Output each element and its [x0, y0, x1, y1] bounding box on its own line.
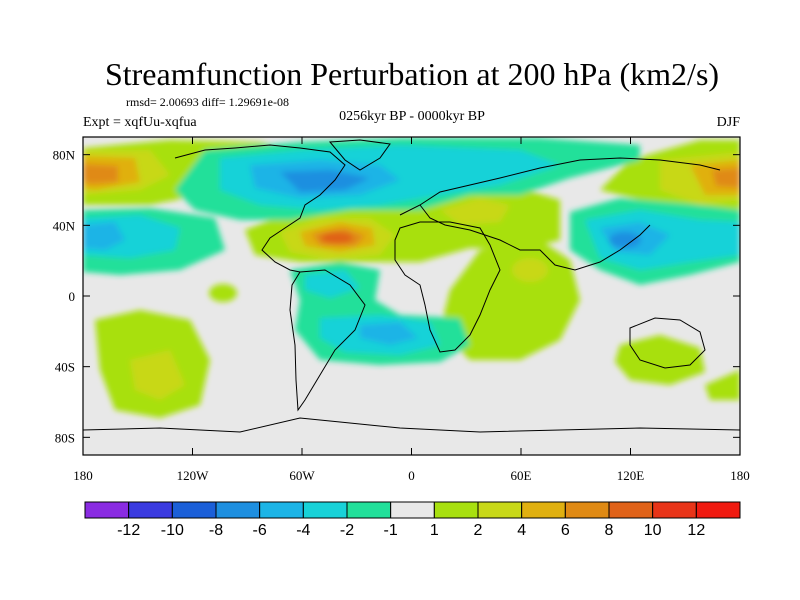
- colorbar-level-label: -1: [384, 522, 398, 539]
- colorbar-swatch: [652, 501, 697, 519]
- contour-pos-1: [615, 335, 705, 385]
- x-tick-label: 120E: [617, 468, 645, 483]
- colorbar-swatch: [302, 501, 348, 519]
- coastline-australia: [629, 317, 706, 369]
- colorbar-level-label: -8: [209, 522, 223, 539]
- colorbar-swatch: [390, 501, 435, 519]
- y-axis: 80N 40N 0 40S 80S: [53, 148, 740, 445]
- x-tick-label: 60E: [511, 468, 532, 483]
- colorbar-swatch: [477, 501, 523, 519]
- colorbar-level-label: 10: [644, 522, 662, 539]
- y-tick-label: 0: [69, 289, 76, 304]
- colorbar-level-label: -10: [161, 522, 184, 539]
- stats-line: rmsd= 2.00693 diff= 1.29691e-08: [126, 95, 289, 109]
- contour-neg-4: [360, 322, 418, 345]
- contour-pos-1: [209, 284, 237, 302]
- x-axis: 180 120W 60W 0 60E 120E 180: [73, 137, 750, 483]
- contour-neg-6: [280, 170, 370, 192]
- contour-neg-6: [609, 232, 641, 248]
- colorbar-level-label: -2: [340, 522, 354, 539]
- colorbar-swatch: [346, 501, 392, 519]
- colorbar-swatch: [521, 501, 566, 519]
- map-plot-area: [83, 137, 740, 455]
- colorbar: -12 -10 -8 -6 -4 -2 -1 1 2 4 6 8 10 12: [84, 501, 741, 539]
- colorbar-level-label: -4: [296, 522, 310, 539]
- colorbar-level-label: -6: [253, 522, 267, 539]
- colorbar-swatch: [695, 501, 741, 519]
- colorbar-swatch: [433, 501, 479, 519]
- x-tick-label: 120W: [177, 468, 210, 483]
- x-tick-label: 180: [73, 468, 93, 483]
- colorbar-swatch: [215, 501, 261, 519]
- chart-title: Streamfunction Perturbation at 200 hPa (…: [105, 56, 719, 92]
- y-tick-label: 80S: [55, 430, 75, 445]
- colorbar-level-label: 1: [430, 522, 439, 539]
- contour-pos-2: [130, 350, 185, 400]
- coastline-antarctica: [83, 417, 740, 433]
- contour-pos-1: [705, 370, 740, 400]
- coastline-greenland: [328, 139, 391, 171]
- coastline-south-america: [289, 269, 366, 412]
- contour-pos-8: [321, 232, 353, 244]
- colorbar-swatch: [259, 501, 304, 519]
- colorbar-swatch: [608, 501, 654, 519]
- x-tick-label: 60W: [289, 468, 315, 483]
- x-tick-label: 180: [730, 468, 750, 483]
- y-tick-label: 40N: [53, 218, 76, 233]
- experiment-label: Expt = xqfUu-xqfua: [83, 115, 197, 130]
- colorbar-level-label: 8: [605, 522, 614, 539]
- coastline-eurasia: [399, 157, 721, 271]
- colorbar-level-label: 2: [474, 522, 483, 539]
- period-label: 0256kyr BP - 0000kyr BP: [339, 109, 485, 124]
- colorbar-level-label: 4: [517, 522, 526, 539]
- y-tick-label: 80N: [53, 148, 76, 163]
- contour-pos-6: [712, 168, 740, 188]
- contour-fields: [83, 138, 740, 418]
- contour-pos-6: [83, 164, 118, 184]
- coastline-africa: [394, 221, 501, 353]
- coastline-north-america: [174, 144, 346, 273]
- season-label: DJF: [717, 115, 741, 130]
- colorbar-level-label: 6: [561, 522, 570, 539]
- colorbar-swatch: [564, 501, 610, 519]
- contour-pos-2: [440, 198, 510, 225]
- x-tick-label: 0: [408, 468, 415, 483]
- contour-pos-2: [512, 258, 548, 282]
- contour-neg-2: [305, 270, 360, 298]
- colorbar-swatch: [128, 501, 173, 519]
- contour-neg-4: [83, 222, 125, 250]
- colorbar-swatch: [171, 501, 217, 519]
- colorbar-swatch: [84, 501, 130, 519]
- coastlines: [83, 139, 740, 433]
- colorbar-level-label: -12: [117, 522, 140, 539]
- y-tick-label: 40S: [55, 360, 75, 375]
- colorbar-level-label: 12: [687, 522, 705, 539]
